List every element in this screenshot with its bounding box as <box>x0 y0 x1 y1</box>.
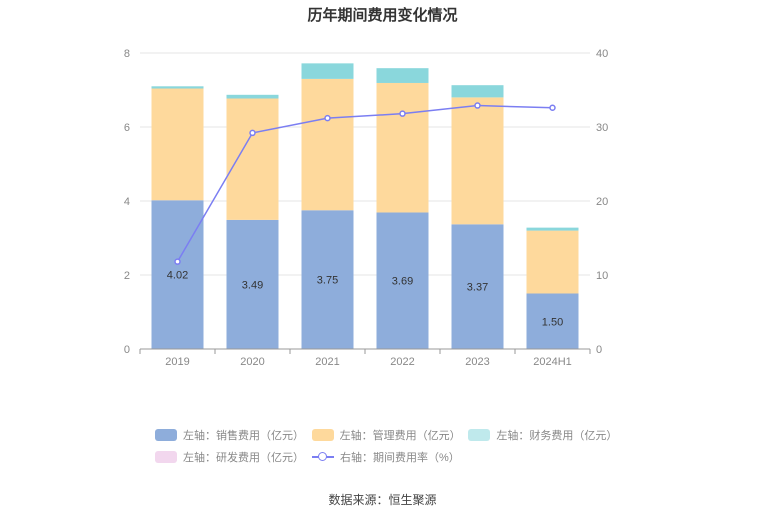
chart-plot: 0 2 4 6 8 0 10 20 30 40 2019 2020 2021 2022 2023 2024… <box>124 48 608 368</box>
bar-segment <box>526 227 579 231</box>
rate-point <box>474 102 481 109</box>
bar-value-label: 3.49 <box>242 279 263 291</box>
right-tick-label: 0 <box>596 344 602 356</box>
bar-segment <box>526 293 579 349</box>
legend-item-admin[interactable]: 左轴：管理费用（亿元） <box>311 427 469 443</box>
bar-segment <box>151 86 204 89</box>
x-tick-label: 2020 <box>240 356 264 368</box>
bar-segment <box>451 85 504 98</box>
x-tick-label: 2019 <box>165 356 189 368</box>
bars <box>151 63 579 349</box>
legend-line-icon <box>312 451 334 463</box>
bar-segment <box>226 98 279 220</box>
legend-label-rate: 右轴：期间费用率（%） <box>340 452 460 464</box>
bar-value-label: 3.69 <box>392 276 413 288</box>
grid-lines <box>140 52 590 276</box>
legend-label-admin: 左轴：管理费用（亿元） <box>339 430 461 442</box>
legend-label-rd: 左轴：研发费用（亿元） <box>183 452 304 464</box>
right-axis-ticks: 0 10 20 30 40 <box>596 48 608 356</box>
bar-segment <box>376 68 429 83</box>
chart-title: 历年期间费用变化情况 <box>307 7 458 24</box>
x-tick-label: 2021 <box>315 356 339 368</box>
legend-item-sales[interactable]: 左轴：销售费用（亿元） <box>155 427 312 443</box>
legend-item-rd[interactable]: 左轴：研发费用（亿元） <box>155 449 312 465</box>
right-tick-label: 30 <box>596 122 608 134</box>
rate-line-series <box>174 102 556 265</box>
bar-segment <box>301 210 354 349</box>
legend-item-finance[interactable]: 左轴：财务费用（亿元） <box>468 427 625 443</box>
rate-point <box>249 129 256 137</box>
bar-segment <box>451 97 504 225</box>
bar-value-label: 3.37 <box>467 282 488 294</box>
bar-segment <box>451 224 504 349</box>
rate-point <box>324 114 331 122</box>
right-tick-label: 20 <box>596 196 608 208</box>
bar-segment <box>226 94 279 99</box>
left-tick-label: 2 <box>124 270 130 282</box>
legend-swatch-admin <box>311 429 334 441</box>
bar-segment <box>376 82 429 213</box>
rate-line <box>176 104 553 263</box>
x-tick-label: 2022 <box>390 356 414 368</box>
bar-value-labels: 4.02 3.49 3.75 3.69 3.37 1.50 <box>167 270 563 329</box>
x-tick-label: 2024H1 <box>533 356 572 368</box>
x-axis-ticks: 2019 2020 2021 2022 2023 2024H1 <box>139 349 591 368</box>
rate-point <box>174 258 181 265</box>
bar-value-label: 3.75 <box>317 275 338 287</box>
bar-value-label: 1.50 <box>542 316 563 328</box>
bar-segment <box>151 200 204 349</box>
bar-segment <box>301 63 354 79</box>
bar-segment <box>151 88 204 201</box>
rate-point <box>549 104 556 112</box>
bar-segment <box>526 230 579 294</box>
left-tick-label: 0 <box>124 344 130 356</box>
legend-label-finance: 左轴：财务费用（亿元） <box>496 430 618 442</box>
bar-segment <box>376 212 429 349</box>
legend-item-rate[interactable]: 右轴：期间费用率（%） <box>312 449 469 465</box>
x-tick-label: 2023 <box>465 356 489 368</box>
left-tick-label: 6 <box>124 122 130 134</box>
source-note: 数据来源：恒生聚源 <box>328 493 437 507</box>
legend-swatch-finance <box>468 429 491 441</box>
left-axis-ticks: 0 2 4 6 8 <box>124 48 130 356</box>
right-tick-label: 10 <box>596 270 608 282</box>
bar-segment <box>226 219 279 349</box>
legend-swatch-rd <box>155 451 177 463</box>
right-tick-label: 40 <box>596 48 608 60</box>
legend-label-sales: 左轴：销售费用（亿元） <box>183 430 304 442</box>
left-tick-label: 8 <box>124 48 130 60</box>
rate-point <box>399 110 406 117</box>
legend-swatch-sales <box>155 429 177 441</box>
left-tick-label: 4 <box>124 196 130 208</box>
legend: 左轴：销售费用（亿元） 左轴：管理费用（亿元） 左轴：财务费用（亿元） 左轴：研… <box>155 424 625 468</box>
bar-value-label: 4.02 <box>167 270 188 282</box>
bar-segment <box>301 78 354 211</box>
